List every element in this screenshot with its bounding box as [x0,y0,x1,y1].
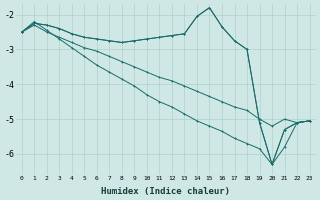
X-axis label: Humidex (Indice chaleur): Humidex (Indice chaleur) [101,187,230,196]
